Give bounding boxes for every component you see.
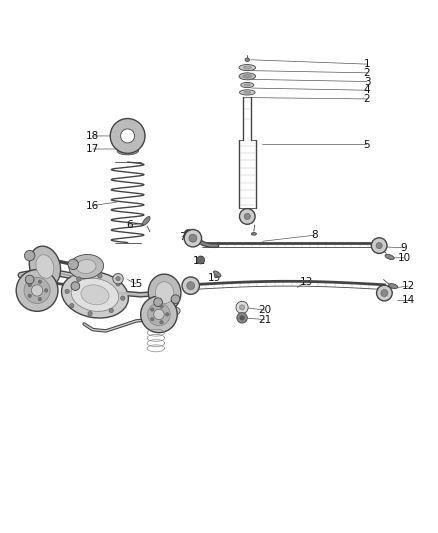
Ellipse shape [81, 285, 109, 305]
Text: 17: 17 [86, 144, 99, 154]
Circle shape [154, 309, 164, 320]
Circle shape [38, 297, 42, 301]
Ellipse shape [71, 278, 119, 311]
Ellipse shape [77, 260, 96, 273]
Ellipse shape [239, 64, 255, 71]
Ellipse shape [389, 284, 398, 288]
Circle shape [110, 118, 145, 154]
Circle shape [154, 298, 162, 306]
Circle shape [120, 296, 125, 300]
Text: 11: 11 [193, 256, 206, 266]
Circle shape [71, 282, 80, 290]
Circle shape [38, 280, 42, 284]
Circle shape [116, 281, 120, 286]
Circle shape [377, 285, 392, 301]
Ellipse shape [243, 75, 252, 78]
Ellipse shape [61, 271, 128, 318]
Circle shape [24, 277, 50, 303]
Circle shape [160, 320, 163, 324]
Ellipse shape [29, 246, 60, 287]
Text: 2: 2 [364, 68, 370, 78]
Text: 12: 12 [402, 281, 415, 291]
Circle shape [120, 129, 134, 143]
Circle shape [70, 304, 74, 308]
Circle shape [184, 230, 193, 238]
Circle shape [240, 208, 255, 224]
Circle shape [148, 303, 170, 326]
Text: 20: 20 [258, 305, 271, 315]
Circle shape [236, 301, 248, 313]
Ellipse shape [213, 271, 221, 277]
Circle shape [32, 285, 43, 296]
Text: 9: 9 [401, 243, 407, 253]
Text: 2: 2 [364, 94, 370, 104]
Ellipse shape [158, 306, 180, 318]
Text: 3: 3 [364, 77, 370, 86]
Text: 6: 6 [127, 220, 133, 230]
Circle shape [182, 277, 199, 294]
Circle shape [68, 259, 78, 270]
Ellipse shape [244, 91, 251, 93]
Ellipse shape [385, 254, 394, 260]
Circle shape [166, 313, 169, 316]
Ellipse shape [244, 84, 251, 86]
Text: 16: 16 [86, 200, 99, 211]
Ellipse shape [155, 282, 174, 303]
Ellipse shape [239, 73, 255, 80]
Circle shape [28, 284, 32, 287]
Ellipse shape [240, 90, 255, 95]
Circle shape [240, 316, 244, 320]
Circle shape [116, 277, 120, 281]
Text: 21: 21 [258, 314, 271, 325]
Circle shape [244, 213, 251, 220]
Circle shape [171, 295, 180, 303]
Ellipse shape [245, 58, 250, 61]
Circle shape [88, 311, 92, 316]
Circle shape [98, 274, 102, 278]
Circle shape [371, 238, 387, 254]
Text: 8: 8 [311, 230, 318, 240]
Circle shape [376, 243, 382, 249]
Circle shape [151, 318, 154, 321]
Circle shape [151, 308, 154, 311]
Text: 15: 15 [130, 279, 143, 289]
Circle shape [77, 277, 81, 281]
Text: 14: 14 [402, 295, 415, 305]
Ellipse shape [69, 254, 104, 279]
Circle shape [189, 235, 197, 242]
Circle shape [45, 289, 48, 292]
Text: 5: 5 [364, 140, 370, 150]
Ellipse shape [241, 83, 254, 87]
Circle shape [16, 270, 58, 311]
Circle shape [109, 308, 113, 313]
Ellipse shape [117, 139, 138, 146]
Circle shape [25, 275, 34, 284]
Ellipse shape [117, 148, 138, 155]
Circle shape [381, 289, 388, 296]
Circle shape [187, 282, 194, 289]
Circle shape [28, 294, 32, 297]
Ellipse shape [251, 232, 256, 235]
Text: 7: 7 [179, 232, 185, 242]
Ellipse shape [143, 216, 150, 225]
Circle shape [237, 313, 247, 323]
Circle shape [197, 256, 205, 264]
Ellipse shape [244, 66, 251, 69]
Text: 13: 13 [300, 277, 313, 287]
Ellipse shape [148, 274, 181, 311]
Text: 1: 1 [364, 59, 370, 69]
Circle shape [141, 296, 177, 333]
Circle shape [240, 305, 245, 310]
Text: 19: 19 [208, 273, 221, 283]
Circle shape [184, 230, 201, 247]
Circle shape [25, 251, 35, 261]
Circle shape [160, 305, 163, 308]
Text: 4: 4 [364, 85, 370, 95]
Circle shape [65, 289, 69, 294]
Text: 10: 10 [397, 253, 410, 263]
Circle shape [113, 273, 123, 284]
Ellipse shape [36, 255, 54, 278]
Text: 18: 18 [86, 131, 99, 141]
